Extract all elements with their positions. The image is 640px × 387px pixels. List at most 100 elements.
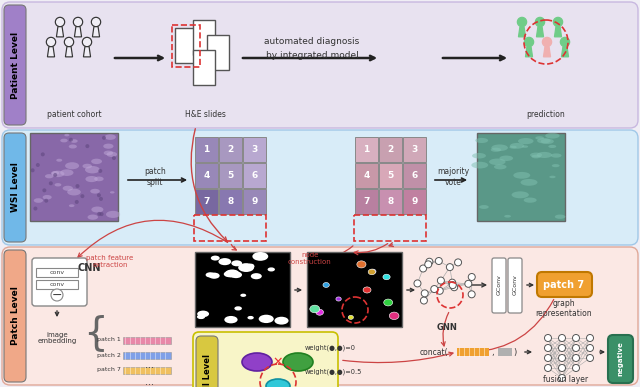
Ellipse shape (97, 212, 101, 216)
Text: patch 7: patch 7 (97, 368, 121, 373)
Bar (193, 20, 215, 55)
Ellipse shape (205, 272, 215, 277)
Ellipse shape (248, 316, 254, 319)
Ellipse shape (530, 152, 542, 158)
Bar (195, 252, 290, 327)
Ellipse shape (548, 145, 556, 148)
Bar (123, 367, 171, 374)
Ellipse shape (231, 260, 242, 266)
Bar (193, 50, 215, 85)
Circle shape (573, 334, 579, 341)
Ellipse shape (357, 261, 366, 268)
Circle shape (559, 365, 566, 372)
Circle shape (435, 257, 442, 264)
Ellipse shape (104, 134, 116, 140)
Bar (123, 337, 171, 344)
Circle shape (468, 274, 476, 281)
Ellipse shape (541, 139, 554, 144)
Bar (243, 137, 266, 162)
Ellipse shape (104, 151, 113, 155)
Text: 7: 7 (364, 197, 370, 206)
Ellipse shape (225, 269, 239, 277)
Ellipse shape (100, 212, 104, 216)
Ellipse shape (218, 258, 231, 265)
Text: GConv: GConv (513, 274, 518, 295)
Ellipse shape (251, 273, 262, 279)
Circle shape (468, 291, 475, 298)
Text: 5: 5 (227, 171, 234, 180)
Ellipse shape (247, 264, 254, 267)
Bar (243, 189, 266, 214)
Circle shape (449, 279, 456, 286)
Circle shape (535, 17, 545, 27)
Ellipse shape (266, 379, 290, 387)
Circle shape (586, 334, 593, 341)
Bar (498, 348, 512, 356)
Bar (379, 137, 402, 162)
Ellipse shape (209, 272, 220, 279)
Ellipse shape (535, 136, 544, 140)
Circle shape (92, 17, 100, 27)
Ellipse shape (522, 146, 528, 148)
Ellipse shape (491, 148, 501, 152)
Ellipse shape (51, 171, 65, 177)
Text: node
construction: node construction (288, 252, 332, 265)
Ellipse shape (99, 169, 102, 173)
Ellipse shape (494, 164, 506, 170)
Text: Patient Level: Patient Level (10, 31, 19, 99)
Ellipse shape (81, 194, 84, 198)
Text: 6: 6 (412, 171, 418, 180)
Ellipse shape (323, 283, 330, 288)
Polygon shape (543, 47, 550, 57)
Ellipse shape (242, 353, 272, 371)
Circle shape (573, 344, 579, 351)
Circle shape (425, 261, 432, 268)
Ellipse shape (489, 159, 506, 165)
FancyBboxPatch shape (196, 336, 218, 387)
Text: 4: 4 (204, 171, 210, 180)
Ellipse shape (56, 159, 62, 162)
Circle shape (559, 334, 566, 341)
Ellipse shape (259, 315, 274, 323)
Ellipse shape (85, 166, 100, 173)
Ellipse shape (513, 172, 531, 179)
Circle shape (586, 344, 593, 351)
Text: patient cohort: patient cohort (47, 110, 101, 119)
Polygon shape (74, 27, 81, 37)
Text: majority
vote: majority vote (437, 167, 469, 187)
Ellipse shape (97, 193, 101, 197)
Ellipse shape (275, 317, 289, 325)
Text: 2: 2 (387, 145, 394, 154)
Bar (195, 163, 218, 188)
Ellipse shape (88, 214, 98, 220)
Circle shape (83, 37, 92, 47)
Bar (30, 133, 118, 221)
FancyBboxPatch shape (508, 258, 522, 313)
Circle shape (449, 282, 456, 289)
Circle shape (436, 287, 444, 294)
FancyBboxPatch shape (2, 247, 638, 385)
Ellipse shape (103, 144, 113, 149)
Ellipse shape (70, 139, 77, 143)
Text: ): ) (513, 348, 516, 356)
Text: by integrated model: by integrated model (266, 51, 358, 60)
Ellipse shape (555, 214, 566, 219)
Ellipse shape (54, 183, 61, 187)
Bar (457, 348, 489, 356)
Ellipse shape (211, 255, 220, 260)
Text: conv: conv (49, 282, 65, 287)
Ellipse shape (240, 294, 246, 297)
Ellipse shape (537, 138, 550, 144)
Text: −: − (52, 288, 62, 301)
Ellipse shape (49, 181, 53, 185)
Text: 1: 1 (364, 145, 370, 154)
Circle shape (421, 290, 428, 297)
Ellipse shape (34, 198, 43, 203)
Text: automated diagnosis: automated diagnosis (264, 38, 360, 46)
Text: 3: 3 (412, 145, 418, 154)
Text: 8: 8 (227, 197, 234, 206)
Bar (195, 189, 218, 214)
FancyBboxPatch shape (32, 258, 87, 306)
Ellipse shape (383, 274, 390, 280)
Ellipse shape (268, 267, 275, 272)
